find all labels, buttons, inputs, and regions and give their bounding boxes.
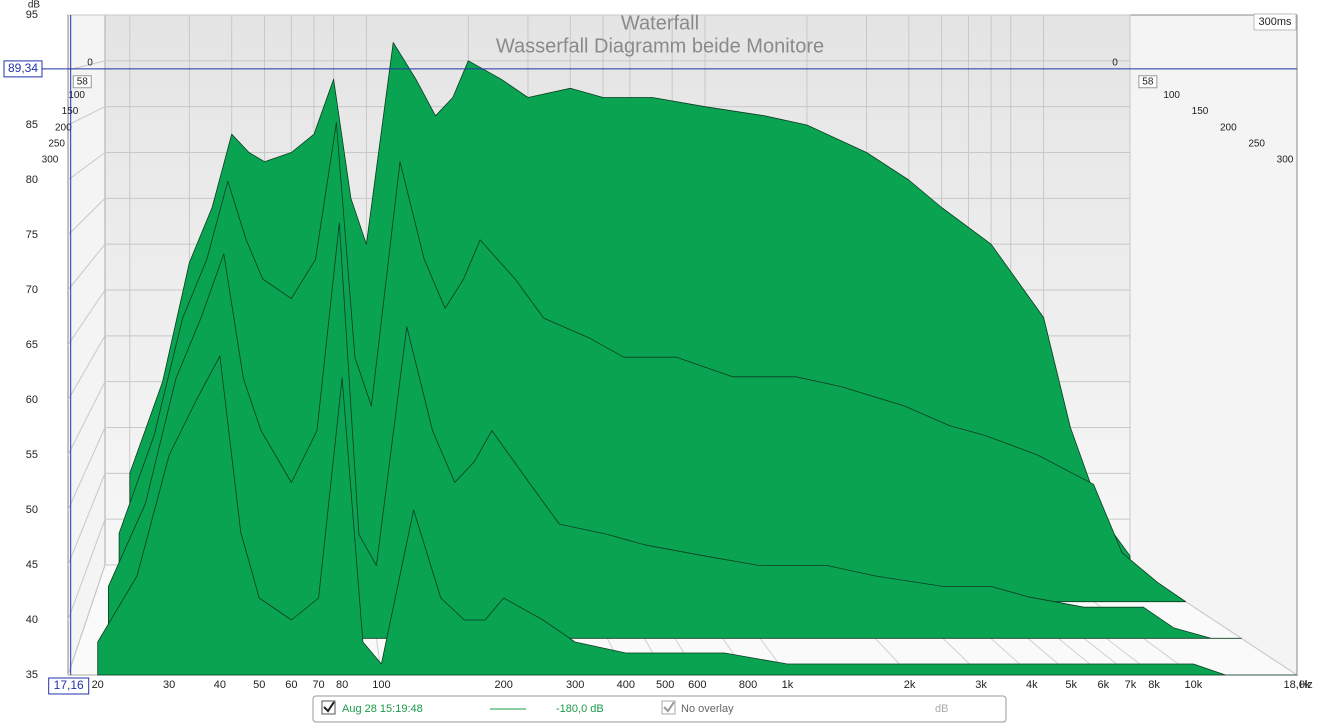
x-tick-label: 30 (163, 679, 175, 691)
x-tick-label: 8k (1148, 679, 1160, 691)
x-tick-label: 80 (336, 679, 348, 691)
grid-line (67, 152, 106, 181)
y-tick-label: 95 (26, 9, 38, 21)
x-tick-label: 3k (975, 679, 987, 691)
grid-line (67, 564, 106, 676)
cursor-level-label: 89,34 (8, 61, 38, 75)
y-tick-label: 60 (26, 394, 38, 406)
grid-line (67, 243, 106, 291)
time-range-box (1253, 13, 1297, 31)
grid-line (67, 473, 106, 566)
cursor-time-label: 58 (77, 76, 89, 87)
y-axis-label: dB (28, 0, 41, 11)
time-tick-label: 300 (42, 155, 59, 166)
time-tick-label: 0 (1112, 58, 1118, 69)
y-tick-label: 45 (26, 559, 38, 571)
time-tick-label: 100 (68, 90, 85, 101)
x-tick-label: 100 (372, 679, 390, 691)
cursor-freq-box (48, 677, 90, 695)
x-tick-label: 60 (285, 679, 297, 691)
grid-line (67, 289, 106, 346)
y-tick-label: 40 (26, 614, 38, 626)
check-mark (663, 701, 675, 713)
x-tick-label: 6k (1097, 679, 1109, 691)
grid-line (67, 335, 106, 401)
y-tick-label: 80 (26, 174, 38, 186)
time-tick-label: 250 (48, 138, 65, 149)
x-tick-label: 7k (1125, 679, 1137, 691)
x-tick-label: 50 (253, 679, 265, 691)
cursor-freq-label: 17,16 (54, 678, 84, 692)
x-tick-label: 4k (1026, 679, 1038, 691)
waterfall-slice (108, 222, 1242, 639)
y-tick-label: 70 (26, 284, 38, 296)
cursor-level-box (3, 60, 43, 78)
labels: 3540455055606570758085909520304050607080… (3, 9, 1311, 695)
x-tick-label: 800 (739, 679, 757, 691)
time-tick-label: 250 (1248, 138, 1265, 149)
x-tick-label: 2k (904, 679, 916, 691)
y-tick-label: 85 (26, 119, 38, 131)
grid-line (67, 381, 106, 456)
legend-series-name[interactable]: Aug 28 15:19:48 (342, 703, 423, 715)
x-tick-label: 70 (312, 679, 324, 691)
grid-line (67, 427, 106, 511)
time-tick-label: 0 (87, 58, 93, 69)
x-tick-label: 40 (214, 679, 226, 691)
chart-subtitle: Wasserfall Diagramm beide Monitore (496, 35, 824, 57)
x-tick-label: 18,0k (1284, 679, 1311, 691)
x-tick-label: 500 (656, 679, 674, 691)
legend-level: -180,0 dB (556, 703, 604, 715)
legend-bar: Aug 28 15:19:48 -180,0 dB No overlay dB (312, 695, 1007, 723)
time-tick-label: 300 (1277, 155, 1294, 166)
x-tick-label: 10k (1184, 679, 1202, 691)
waterfall-surface (97, 42, 1298, 676)
waterfall-slice (118, 122, 1187, 603)
time-range-label: 300ms (1258, 16, 1292, 28)
x-tick-label: 400 (617, 679, 635, 691)
cursor-time-box (1138, 75, 1158, 89)
y-tick-label: 50 (26, 504, 38, 516)
x-unit: Hz (1299, 679, 1312, 691)
y-tick-label: 75 (26, 229, 38, 241)
x-tick-label: 300 (566, 679, 584, 691)
waterfall-slice (97, 355, 1298, 676)
time-tick-label: 200 (1220, 122, 1237, 133)
y-tick-label: 65 (26, 339, 38, 351)
x-tick-label: 20 (92, 679, 104, 691)
legend-unit: dB (935, 703, 948, 715)
legend-frame (312, 695, 1007, 723)
check-mark (323, 701, 335, 713)
cursor-time-label: 58 (1142, 76, 1154, 87)
time-tick-label: 200 (55, 122, 72, 133)
cursor-time-box (72, 75, 92, 89)
overlay-label[interactable]: No overlay (681, 703, 734, 715)
x-tick-label: 1k (782, 679, 794, 691)
grid-line (67, 518, 106, 621)
x-tick-label: 200 (494, 679, 512, 691)
y-tick-label: 55 (26, 449, 38, 461)
chart-title: Waterfall (621, 12, 699, 34)
time-tick-label: 150 (1192, 106, 1209, 117)
grid-line (67, 197, 106, 236)
x-tick-label: 600 (688, 679, 706, 691)
y-tick-label: 35 (26, 669, 38, 681)
grid-line (67, 106, 106, 126)
x-tick-label: 5k (1065, 679, 1077, 691)
time-tick-label: 100 (1163, 90, 1180, 101)
